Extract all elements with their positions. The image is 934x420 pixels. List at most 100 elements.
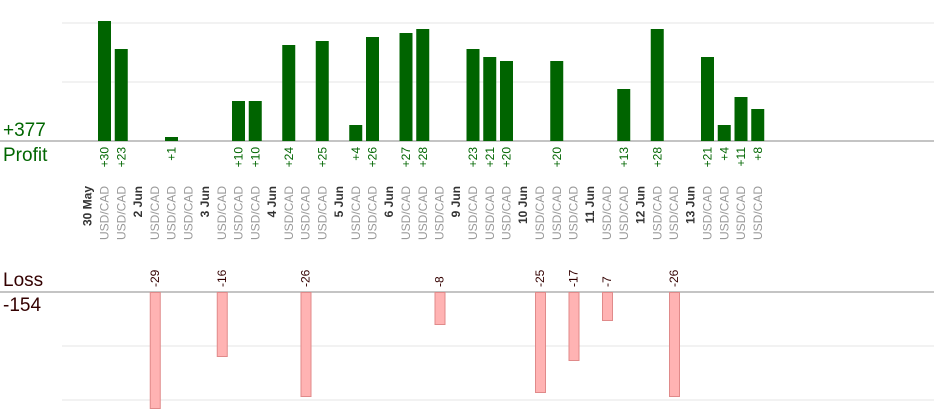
profit-bar (701, 57, 714, 141)
date-label: 30 May (81, 186, 95, 226)
profit-bar (717, 125, 731, 141)
profit-bar (416, 29, 430, 141)
profit-value-label: +30 (98, 147, 112, 168)
profit-value-label: +27 (399, 147, 413, 168)
loss-bar (300, 292, 312, 397)
profit-bar (650, 29, 664, 141)
pair-label: USD/CAD (667, 186, 681, 240)
profit-bar (282, 45, 296, 141)
loss-bar (602, 292, 613, 321)
profit-bar (114, 49, 128, 141)
profit-total: +377 (3, 120, 46, 141)
pair-label: USD/CAD (232, 186, 246, 240)
profit-value-label: +4 (349, 147, 363, 161)
profit-value-label: +24 (282, 147, 296, 168)
profit-bar (315, 41, 329, 141)
date-label: 12 Jun (633, 186, 647, 224)
profit-bar (751, 109, 765, 141)
profit-value-label: +20 (500, 147, 514, 168)
profit-bar (232, 101, 245, 141)
date-label: 6 Jun (382, 186, 396, 217)
profit-value-label: +20 (550, 147, 564, 168)
profit-value-label: +13 (617, 147, 631, 168)
profit-bar (500, 61, 513, 141)
date-label: 9 Jun (449, 186, 463, 217)
profit-bar (550, 61, 564, 141)
pair-label: USD/CAD (248, 186, 262, 240)
loss-value-label: -26 (299, 269, 313, 287)
loss-value-label: -7 (600, 276, 614, 287)
loss-bar (149, 292, 161, 409)
profit-value-label: +4 (717, 147, 731, 161)
profit-bar (617, 89, 631, 141)
pair-label: USD/CAD (650, 186, 664, 240)
pair-label: USD/CAD (215, 186, 229, 240)
profit-value-label: +23 (466, 147, 480, 168)
loss-bar (434, 292, 446, 325)
profit-label: Profit (3, 145, 48, 166)
profit-value-label: +28 (416, 147, 430, 168)
pair-label: USD/CAD (734, 186, 748, 240)
profit-value-label: +10 (232, 147, 246, 168)
loss-bar (535, 292, 546, 393)
date-label: 11 Jun (583, 186, 597, 223)
profit-bar (734, 97, 748, 141)
loss-bar (216, 292, 228, 357)
profit-value-label: +26 (366, 147, 380, 168)
loss-value-label: -17 (567, 269, 581, 287)
profit-bar (248, 101, 262, 141)
profit-bar (165, 137, 178, 141)
loss-value-label: -26 (667, 269, 681, 287)
loss-value-label: -29 (148, 269, 162, 287)
pair-label: USD/CAD (433, 186, 447, 240)
loss-label: Loss (3, 270, 44, 291)
profit-bar (466, 49, 480, 141)
profit-value-label: +8 (751, 147, 765, 161)
pair-label: USD/CAD (701, 186, 715, 240)
pair-label: USD/CAD (550, 186, 564, 240)
loss-total: -154 (3, 295, 42, 316)
pair-label: USD/CAD (399, 186, 413, 240)
loss-bar (669, 292, 680, 397)
date-label: 3 Jun (198, 186, 212, 217)
profit-value-label: +11 (734, 147, 748, 167)
pair-label: USD/CAD (483, 186, 497, 240)
pair-label: USD/CAD (299, 186, 313, 240)
profit-bar (366, 37, 379, 141)
profit-bar (98, 21, 111, 141)
pair-label: USD/CAD (617, 186, 631, 240)
loss-value-label: -16 (215, 269, 229, 287)
pair-label: USD/CAD (366, 186, 380, 240)
date-label: 13 Jun (684, 186, 698, 224)
pair-label: USD/CAD (416, 186, 430, 240)
profit-value-label: +21 (483, 147, 497, 168)
profit-bar (483, 57, 497, 141)
profit-value-label: +21 (701, 147, 715, 168)
pair-label: USD/CAD (98, 186, 112, 240)
pair-label: USD/CAD (533, 186, 547, 240)
pair-label: USD/CAD (165, 186, 179, 240)
profit-bar (349, 125, 363, 141)
pair-label: USD/CAD (181, 186, 195, 240)
loss-value-label: -25 (533, 269, 547, 287)
pair-label: USD/CAD (315, 186, 329, 240)
profit-value-label: +28 (650, 147, 664, 168)
pair-label: USD/CAD (600, 186, 614, 240)
loss-value-label: -8 (433, 276, 447, 287)
pair-label: USD/CAD (751, 186, 765, 240)
pair-label: USD/CAD (148, 186, 162, 240)
pair-label: USD/CAD (500, 186, 514, 240)
date-label: 10 Jun (516, 186, 530, 224)
pair-label: USD/CAD (349, 186, 363, 240)
pair-label: USD/CAD (114, 186, 128, 240)
pair-label: USD/CAD (567, 186, 581, 240)
profit-value-label: +23 (114, 147, 128, 168)
date-label: 5 Jun (332, 186, 346, 217)
date-label: 2 Jun (131, 186, 145, 217)
profit-value-label: +10 (248, 147, 262, 168)
pair-label: USD/CAD (282, 186, 296, 240)
profit-value-label: +25 (315, 147, 329, 168)
pair-label: USD/CAD (466, 186, 480, 240)
profit-value-label: +1 (165, 147, 179, 161)
